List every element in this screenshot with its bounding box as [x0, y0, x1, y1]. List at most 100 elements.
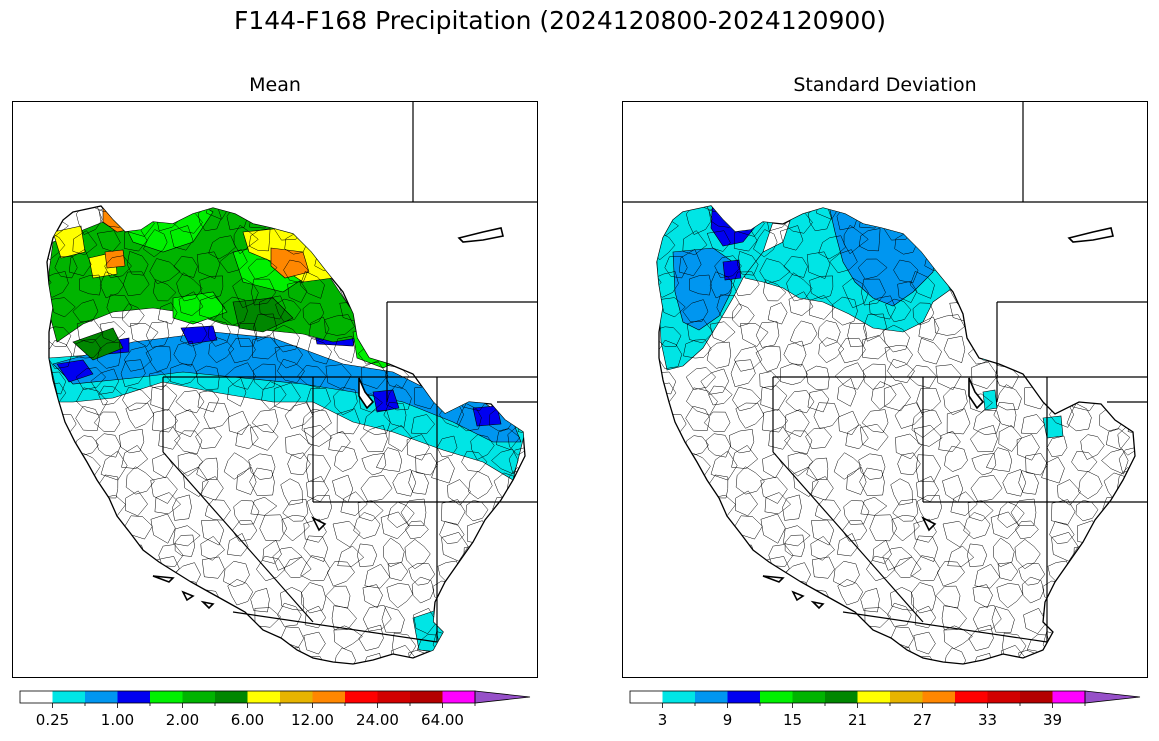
- basin-boundary: [709, 160, 734, 186]
- basin-boundary: [944, 445, 968, 472]
- basin-boundary: [65, 585, 94, 608]
- basin-boundary: [229, 102, 255, 119]
- basin-boundary: [910, 555, 941, 582]
- basin-boundary: [833, 560, 860, 587]
- basin-boundary: [789, 320, 818, 347]
- basin-boundary: [207, 172, 232, 195]
- basin-boundary: [103, 655, 128, 664]
- basin-boundary: [44, 164, 64, 186]
- basin-boundary: [459, 102, 478, 121]
- basin-boundary: [203, 402, 230, 429]
- basin-boundary: [632, 644, 656, 669]
- basin-boundary: [47, 371, 67, 395]
- basin-boundary: [966, 206, 993, 218]
- basin-boundary: [362, 652, 383, 664]
- basin-boundary: [127, 206, 154, 210]
- basin-boundary: [890, 478, 913, 506]
- basin-boundary: [1065, 319, 1097, 342]
- basin-boundary: [968, 624, 994, 651]
- basin-boundary: [1097, 298, 1120, 324]
- basin-boundary: [152, 581, 179, 604]
- basin-boundary: [90, 368, 119, 395]
- basin-boundary: [434, 211, 464, 237]
- basin-boundary: [176, 272, 203, 302]
- basin-boundary: [809, 603, 836, 632]
- basin-boundary: [708, 385, 733, 406]
- basin-boundary: [661, 120, 688, 146]
- basin-boundary: [657, 425, 682, 447]
- basin-boundary: [784, 430, 813, 455]
- basin-boundary: [863, 313, 887, 342]
- basin-boundary: [866, 555, 896, 582]
- basin-boundary: [47, 543, 71, 568]
- basin-boundary: [362, 584, 383, 609]
- basin-boundary: [437, 360, 463, 385]
- basin-boundary: [998, 424, 1023, 452]
- basin-boundary: [275, 150, 296, 176]
- basin-boundary: [18, 193, 40, 216]
- basin-boundary: [252, 363, 277, 390]
- basin-boundary: [256, 555, 286, 582]
- basin-boundary: [732, 386, 762, 412]
- basin-boundary: [806, 457, 829, 481]
- basin-boundary: [52, 456, 79, 481]
- basin-boundary: [441, 206, 470, 212]
- stddev-panel-title: Standard Deviation: [793, 74, 977, 96]
- basin-boundary: [17, 403, 40, 424]
- basin-boundary: [199, 603, 226, 632]
- basin-boundary: [281, 514, 310, 542]
- basin-boundary: [232, 277, 259, 309]
- basin-boundary: [915, 147, 937, 169]
- basin-boundary: [411, 228, 433, 252]
- basin-boundary: [1101, 249, 1125, 274]
- basin-boundary: [441, 121, 460, 146]
- basin-boundary: [873, 106, 897, 130]
- basin-boundary: [1125, 513, 1135, 544]
- basin-boundary: [753, 229, 778, 258]
- basin-boundary: [1020, 414, 1045, 435]
- basin-boundary: [491, 249, 515, 274]
- basin-boundary: [132, 102, 157, 122]
- basin-boundary: [1044, 297, 1074, 318]
- basin-boundary: [811, 476, 834, 501]
- basin-boundary: [98, 385, 123, 406]
- basin-boundary: [312, 163, 340, 183]
- basin-boundary: [47, 380, 53, 408]
- basin-boundary: [938, 430, 961, 452]
- basin-boundary: [967, 270, 988, 300]
- basin-boundary: [306, 388, 331, 414]
- basin-boundary: [759, 258, 791, 284]
- basin-boundary: [274, 345, 303, 369]
- basin-boundary: [122, 386, 152, 412]
- basin-boundary: [93, 625, 119, 651]
- colorbar-swatch: [117, 691, 150, 703]
- basin-boundary: [331, 140, 350, 165]
- basin-boundary: [885, 298, 912, 323]
- basin-boundary: [1021, 576, 1045, 604]
- basin-boundary: [249, 120, 276, 143]
- basin-boundary: [664, 256, 688, 279]
- basin-boundary: [253, 313, 277, 342]
- basin-boundary: [520, 254, 525, 284]
- basin-boundary: [728, 429, 755, 454]
- basin-boundary: [788, 167, 818, 185]
- basin-boundary: [1106, 428, 1131, 450]
- basin-boundary: [999, 172, 1024, 192]
- basin-boundary: [810, 148, 834, 173]
- basin-boundary: [657, 586, 682, 610]
- basin-boundary: [185, 628, 207, 651]
- basin-boundary: [1076, 257, 1104, 284]
- basin-boundary: [460, 141, 488, 165]
- basin-boundary: [14, 621, 39, 644]
- basin-boundary: [759, 102, 782, 119]
- basin-boundary: [754, 646, 785, 664]
- basin-boundary: [199, 295, 226, 320]
- basin-boundary: [1094, 236, 1125, 258]
- colorbar-tick-label: 39: [1042, 711, 1063, 729]
- basin-boundary: [943, 386, 968, 416]
- water-body: [457, 227, 504, 243]
- basin-boundary: [1071, 450, 1098, 472]
- basin-boundary: [997, 562, 1019, 581]
- basin-boundary: [857, 258, 888, 280]
- basin-boundary: [782, 494, 802, 521]
